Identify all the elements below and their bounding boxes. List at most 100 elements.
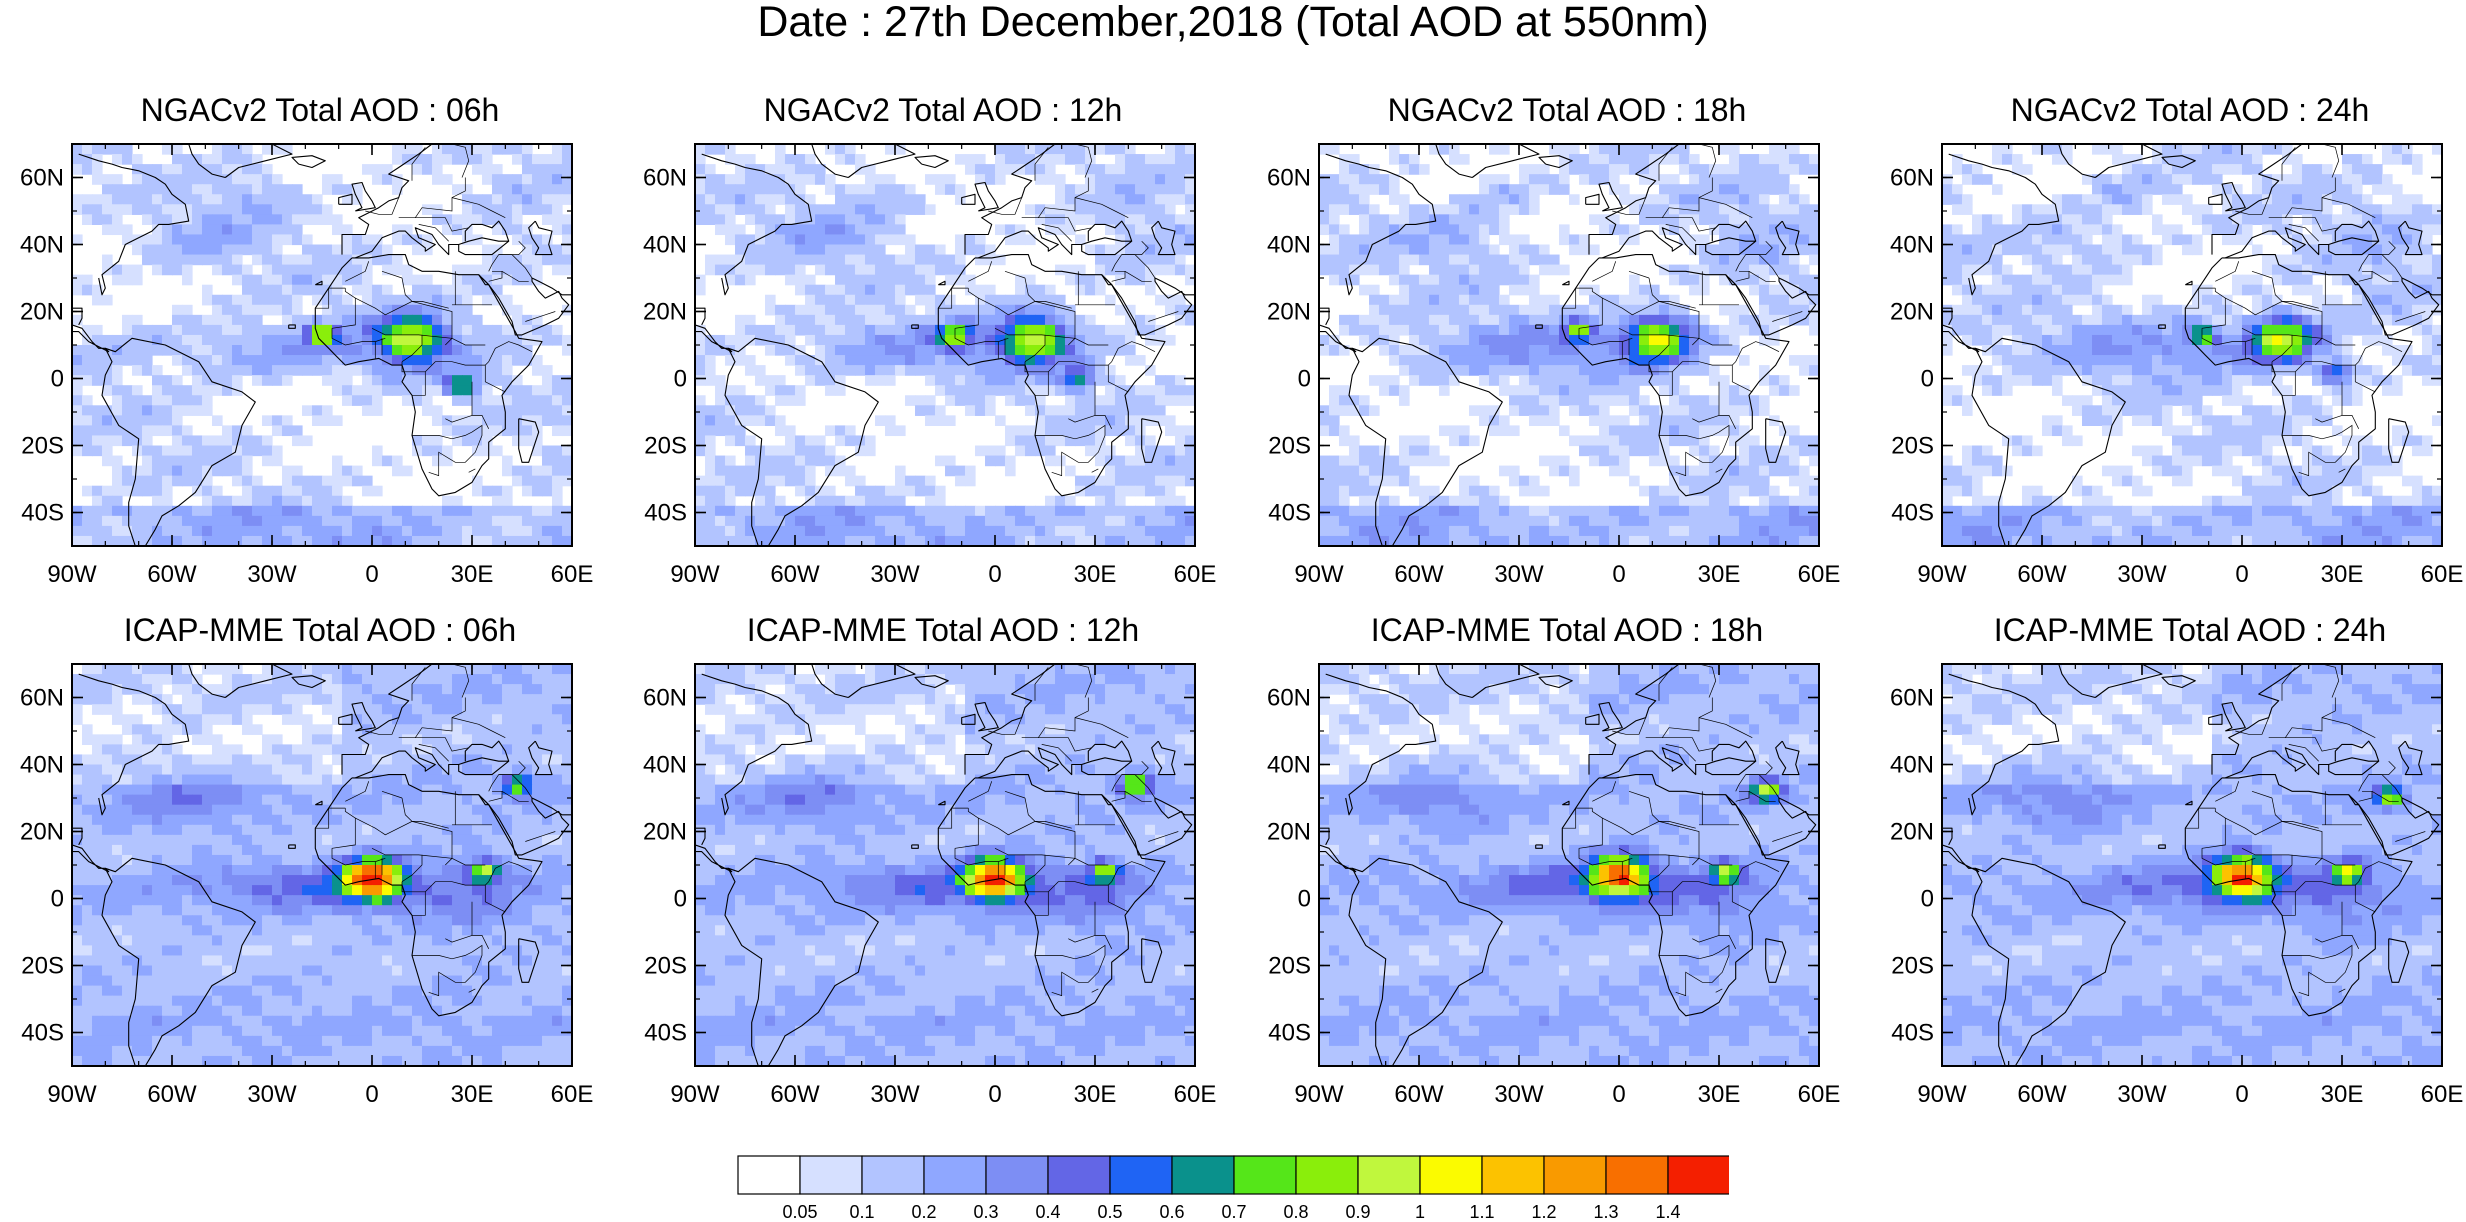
y-tick-label: 0 bbox=[1298, 886, 1311, 913]
aod-map: 90W 60W 30W 0 30E 60E 60N 40N 20N 0 20S 40S bbox=[643, 663, 1217, 1108]
x-tick-label: 0 bbox=[365, 561, 378, 588]
y-tick-label: 60N bbox=[1267, 165, 1311, 192]
colorbar-swatch bbox=[985, 1155, 1049, 1195]
colorbar-swatch bbox=[1047, 1155, 1111, 1195]
x-tick-label: 60E bbox=[1798, 561, 1841, 588]
aod-field bbox=[695, 664, 1195, 1066]
country-borders bbox=[1562, 664, 1803, 997]
panel-title: ICAP-MME Total AOD : 24h bbox=[1993, 612, 2387, 648]
colorbar-swatch bbox=[1543, 1155, 1607, 1195]
country-borders bbox=[1562, 144, 1803, 477]
x-tick-label: 30E bbox=[2321, 561, 2364, 588]
y-tick-label: 40N bbox=[643, 232, 687, 259]
y-tick-label: 40S bbox=[1891, 500, 1934, 527]
colorbar-label: 0.05 bbox=[782, 1202, 818, 1222]
colorbar-swatch bbox=[1295, 1155, 1359, 1195]
y-tick-label: 40N bbox=[1267, 752, 1311, 779]
x-tick-label: 30W bbox=[870, 561, 920, 588]
x-tick-label: 60W bbox=[147, 561, 197, 588]
x-tick-label: 60W bbox=[147, 1081, 197, 1108]
x-tick-label: 30E bbox=[1698, 1081, 1741, 1108]
aod-map: 90W 60W 30W 0 30E 60E 60N 40N 20N 0 20S 40S bbox=[20, 143, 593, 588]
x-tick-label: 90W bbox=[1294, 561, 1344, 588]
map-panel-ngacv2-24h: NGACv2 Total AOD : 24h 90W 60W 30W 0 30E 60E 6… bbox=[1890, 92, 2466, 622]
country-borders bbox=[938, 664, 1179, 997]
colorbar-label: 0.5 bbox=[1097, 1202, 1123, 1222]
x-tick-label: 0 bbox=[988, 561, 1001, 588]
colorbar-label: 0.9 bbox=[1345, 1202, 1371, 1222]
colorbar-swatch bbox=[1171, 1155, 1235, 1195]
x-tick-label: 90W bbox=[670, 1081, 720, 1108]
map-panel-ngacv2-18h: NGACv2 Total AOD : 18h 90W 60W 30W 0 30E 60E 6… bbox=[1267, 92, 1867, 622]
x-tick-label: 0 bbox=[2235, 1081, 2248, 1108]
y-tick-label: 40S bbox=[644, 1020, 687, 1047]
y-tick-label: 20S bbox=[1891, 953, 1934, 980]
panel-title: NGACv2 Total AOD : 12h bbox=[763, 92, 1123, 128]
x-tick-label: 90W bbox=[1294, 1081, 1344, 1108]
colorbar-swatch bbox=[861, 1155, 925, 1195]
colorbar-swatch bbox=[1357, 1155, 1421, 1195]
colorbar-label: 1.1 bbox=[1469, 1202, 1495, 1222]
aod-map: 90W 60W 30W 0 30E 60E 60N 40N 20N 0 20S 40S bbox=[1267, 663, 1841, 1108]
x-tick-label: 60W bbox=[1394, 561, 1444, 588]
panel-title: NGACv2 Total AOD : 24h bbox=[2010, 92, 2370, 128]
y-tick-label: 60N bbox=[1890, 685, 1934, 712]
map-panel-icap-18h: ICAP-MME Total AOD : 18h 90W 60W 30W 0 30E 60… bbox=[1267, 612, 1867, 1142]
x-tick-label: 30E bbox=[1698, 561, 1741, 588]
x-tick-label: 30W bbox=[2117, 1081, 2167, 1108]
y-tick-label: 20N bbox=[1890, 819, 1934, 846]
y-tick-label: 20N bbox=[20, 819, 64, 846]
y-tick-label: 40S bbox=[644, 500, 687, 527]
y-tick-label: 40N bbox=[1890, 232, 1934, 259]
y-tick-label: 20S bbox=[21, 433, 64, 460]
y-tick-label: 20S bbox=[644, 953, 687, 980]
x-tick-label: 30E bbox=[1074, 561, 1117, 588]
y-tick-label: 40S bbox=[21, 1020, 64, 1047]
coastlines bbox=[695, 664, 1195, 1066]
x-tick-label: 0 bbox=[2235, 561, 2248, 588]
x-tick-label: 90W bbox=[47, 1081, 97, 1108]
x-tick-label: 0 bbox=[988, 1081, 1001, 1108]
colorbar-swatch bbox=[1667, 1155, 1729, 1195]
x-tick-label: 30W bbox=[870, 1081, 920, 1108]
y-tick-label: 20N bbox=[1890, 299, 1934, 326]
x-tick-label: 60E bbox=[1174, 561, 1217, 588]
aod-field bbox=[1319, 144, 1819, 546]
y-tick-label: 20S bbox=[1268, 953, 1311, 980]
colorbar-swatch bbox=[1419, 1155, 1483, 1195]
x-tick-label: 60E bbox=[2421, 1081, 2464, 1108]
x-tick-label: 0 bbox=[365, 1081, 378, 1108]
x-tick-label: 30E bbox=[2321, 1081, 2364, 1108]
x-tick-label: 30W bbox=[1494, 1081, 1544, 1108]
y-tick-label: 40N bbox=[1890, 752, 1934, 779]
colorbar-label: 1.2 bbox=[1531, 1202, 1557, 1222]
x-tick-label: 60W bbox=[1394, 1081, 1444, 1108]
x-tick-label: 90W bbox=[1917, 1081, 1967, 1108]
colorbar-swatch bbox=[1481, 1155, 1545, 1195]
x-tick-label: 60W bbox=[2017, 1081, 2067, 1108]
figure-title: Date : 27th December,2018 (Total AOD at … bbox=[757, 0, 1709, 46]
map-panel-ngacv2-12h: NGACv2 Total AOD : 12h 90W 60W 30W 0 30E 60E 6… bbox=[643, 92, 1243, 622]
y-tick-label: 20N bbox=[643, 819, 687, 846]
y-tick-label: 0 bbox=[1921, 886, 1934, 913]
aod-field bbox=[695, 144, 1195, 546]
country-borders bbox=[2185, 144, 2426, 477]
x-tick-label: 60E bbox=[1798, 1081, 1841, 1108]
y-tick-label: 40S bbox=[21, 500, 64, 527]
x-tick-label: 60E bbox=[1174, 1081, 1217, 1108]
y-tick-label: 20N bbox=[643, 299, 687, 326]
colorbar-swatch bbox=[1233, 1155, 1297, 1195]
y-tick-label: 20N bbox=[20, 299, 64, 326]
y-tick-label: 40S bbox=[1268, 500, 1311, 527]
y-tick-label: 60N bbox=[1890, 165, 1934, 192]
x-tick-label: 60E bbox=[551, 1081, 594, 1108]
y-tick-label: 0 bbox=[1298, 366, 1311, 393]
colorbar-label: 0.6 bbox=[1159, 1202, 1185, 1222]
aod-field bbox=[72, 664, 572, 1066]
x-tick-label: 0 bbox=[1612, 561, 1625, 588]
colorbar-label: 1 bbox=[1414, 1202, 1425, 1222]
country-borders bbox=[315, 144, 556, 477]
map-panel-ngacv2-06h: NGACv2 Total AOD : 06h 90W 60W 30W 0 30E 60E 6… bbox=[20, 92, 620, 622]
y-tick-label: 40S bbox=[1891, 1020, 1934, 1047]
panel-title: NGACv2 Total AOD : 06h bbox=[140, 92, 500, 128]
